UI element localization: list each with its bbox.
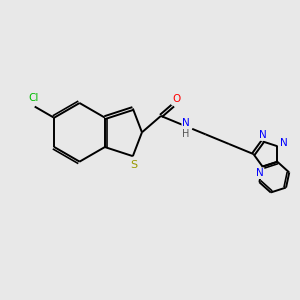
- Text: H: H: [182, 129, 189, 139]
- Text: N: N: [256, 168, 264, 178]
- Text: O: O: [172, 94, 180, 104]
- Text: Cl: Cl: [28, 93, 38, 103]
- Text: N: N: [259, 130, 266, 140]
- Text: S: S: [131, 160, 138, 170]
- Text: N: N: [182, 118, 190, 128]
- Text: N: N: [280, 138, 288, 148]
